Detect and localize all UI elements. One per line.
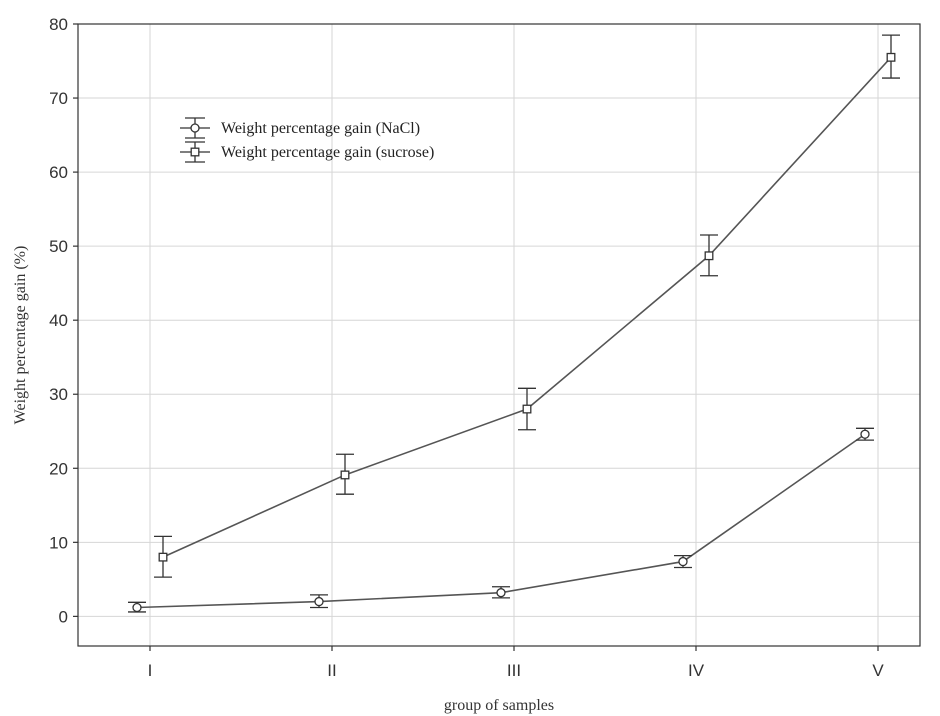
x-tick-label: I: [148, 661, 153, 680]
series-layer: [128, 34, 900, 613]
x-tick-label: IV: [688, 661, 705, 680]
y-tick-label: 30: [49, 385, 68, 404]
data-point-sucrose: [886, 52, 896, 62]
y-axis-ticks: 0 10 20 30 40 50 60 70 80: [49, 15, 78, 626]
data-point-nacl: [314, 596, 324, 607]
x-axis-title: group of samples: [444, 697, 554, 714]
data-point-nacl: [496, 588, 506, 598]
data-point-nacl: [678, 556, 688, 567]
grid-lines: [78, 24, 920, 646]
x-tick-label: II: [327, 661, 336, 680]
legend: Weight percentage gain (NaCl) Weight perc…: [180, 117, 434, 163]
y-axis-title: Weight percentage gain (%): [12, 246, 29, 425]
y-tick-label: 20: [49, 459, 68, 478]
x-tick-label: V: [872, 661, 884, 680]
y-tick-label: 70: [49, 89, 68, 108]
plot-frame: [77, 23, 921, 647]
data-point-sucrose: [340, 470, 350, 480]
data-point-sucrose: [158, 552, 168, 562]
legend-label: Weight percentage gain (sucrose): [221, 144, 434, 161]
legend-label: Weight percentage gain (NaCl): [221, 120, 420, 137]
y-tick-label: 0: [59, 607, 68, 626]
x-tick-label: III: [507, 661, 521, 680]
data-point-sucrose: [704, 251, 714, 261]
data-point-nacl: [132, 602, 142, 613]
y-tick-label: 10: [49, 533, 68, 552]
series-line-nacl: [136, 433, 866, 609]
data-point-nacl: [860, 429, 870, 439]
y-tick-label: 60: [49, 163, 68, 182]
legend-entry-sucrose: Weight percentage gain (sucrose): [180, 141, 434, 163]
y-tick-label: 50: [49, 237, 68, 256]
legend-marker: [190, 123, 200, 133]
x-axis-ticks: I II III IV V: [148, 646, 884, 680]
y-tick-label: 80: [49, 15, 68, 34]
legend-marker: [190, 147, 200, 157]
legend-entry-nacl: Weight percentage gain (NaCl): [180, 117, 420, 139]
data-point-sucrose: [522, 404, 532, 414]
y-tick-label: 40: [49, 311, 68, 330]
